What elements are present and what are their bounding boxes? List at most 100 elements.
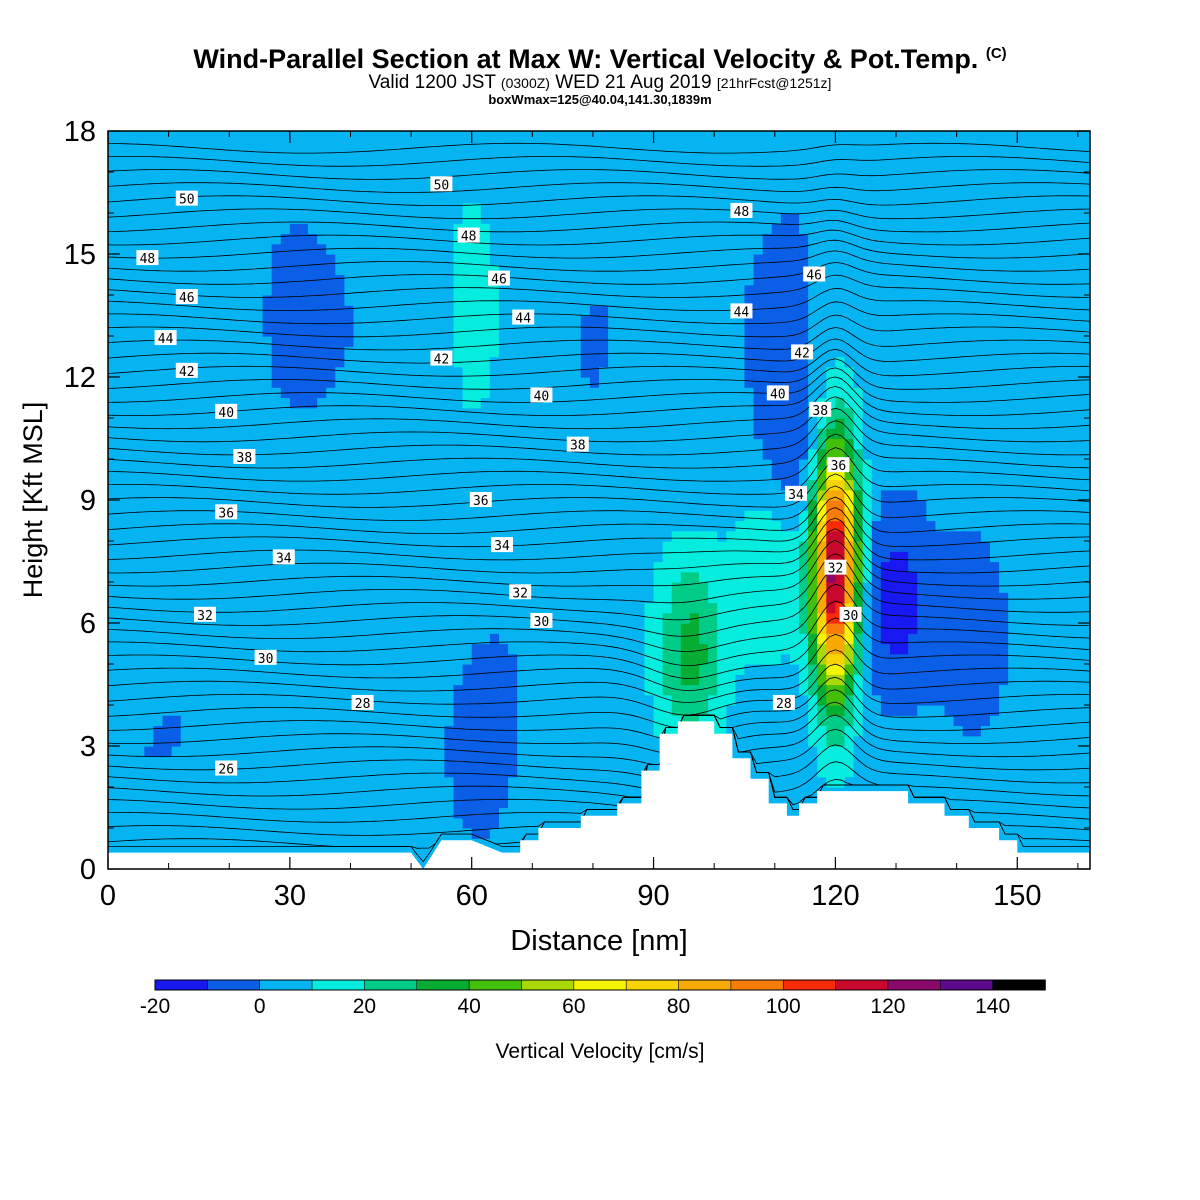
w-cell [699, 243, 709, 255]
w-cell [208, 787, 218, 798]
w-cell [599, 305, 609, 317]
w-cell [144, 438, 155, 450]
w-cell [317, 602, 327, 614]
w-cell [208, 407, 218, 419]
w-cell [362, 592, 373, 604]
w-cell [326, 305, 336, 317]
w-cell [389, 715, 400, 727]
w-cell [498, 418, 509, 429]
w-cell [162, 787, 173, 798]
w-cell [726, 325, 736, 337]
w-cell [498, 582, 509, 593]
w-cell [335, 356, 345, 368]
w-cell [180, 694, 191, 706]
w-cell [426, 407, 436, 419]
w-cell [489, 325, 500, 337]
w-cell [126, 182, 136, 194]
w-cell [426, 233, 436, 245]
w-cell [144, 541, 155, 552]
w-cell [398, 653, 409, 665]
w-cell [253, 448, 264, 460]
w-cell [489, 284, 500, 296]
w-cell [289, 530, 300, 542]
w-cell [608, 725, 618, 737]
w-cell [253, 305, 264, 317]
w-cell [517, 223, 527, 235]
w-cell [553, 684, 564, 696]
w-cell [589, 746, 600, 757]
w-cell [126, 551, 136, 563]
w-cell [498, 182, 509, 194]
w-cell [689, 233, 700, 245]
w-cell [353, 448, 364, 460]
w-cell [480, 694, 491, 706]
w-cell [617, 561, 627, 573]
w-cell [226, 684, 236, 696]
w-cell [162, 459, 173, 470]
w-cell [680, 366, 691, 378]
w-cell [617, 315, 627, 327]
w-cell [108, 530, 118, 542]
w-cell [371, 746, 382, 757]
w-cell [417, 336, 427, 347]
w-cell [117, 233, 127, 245]
w-cell [244, 202, 255, 214]
w-cell [599, 418, 609, 429]
w-cell [371, 797, 382, 809]
w-cell [108, 705, 118, 716]
w-cell [308, 182, 318, 194]
w-cell [317, 469, 327, 481]
w-cell [489, 500, 500, 511]
w-cell [280, 623, 291, 634]
w-cell [662, 623, 673, 634]
w-cell [471, 756, 482, 768]
w-cell [235, 182, 245, 194]
w-cell [289, 817, 300, 829]
w-cell [498, 448, 509, 460]
w-cell [680, 428, 691, 440]
w-cell [371, 243, 382, 255]
w-cell [508, 438, 518, 450]
w-cell [562, 530, 573, 542]
w-cell [298, 817, 309, 829]
w-cell [435, 500, 446, 511]
w-cell [526, 172, 536, 183]
w-cell [317, 510, 327, 522]
w-cell [171, 489, 182, 501]
w-cell [135, 243, 145, 255]
w-cell [498, 817, 509, 829]
w-cell [189, 213, 200, 224]
w-cell [535, 366, 546, 378]
w-cell [544, 233, 555, 245]
w-cell [117, 346, 127, 358]
w-cell [162, 387, 173, 399]
w-cell [398, 664, 409, 675]
w-cell [735, 705, 746, 716]
w-cell [317, 479, 327, 491]
w-cell [544, 356, 555, 368]
w-cell [553, 161, 564, 173]
w-cell [289, 756, 300, 768]
w-cell [553, 500, 564, 511]
w-cell [171, 182, 182, 194]
w-cell [553, 315, 564, 327]
w-cell [344, 653, 355, 665]
w-cell [117, 305, 127, 317]
w-cell [708, 612, 718, 624]
w-cell [571, 161, 582, 173]
w-cell [389, 131, 400, 142]
w-cell [726, 223, 736, 235]
w-cell [289, 684, 300, 696]
w-cell [526, 295, 536, 306]
w-cell [353, 284, 364, 296]
w-cell [317, 151, 327, 163]
w-cell [671, 264, 682, 276]
w-cell [599, 520, 609, 532]
w-cell [180, 684, 191, 696]
w-cell [198, 141, 209, 153]
w-cell [208, 643, 218, 655]
w-cell [580, 295, 591, 306]
w-cell [471, 274, 482, 286]
w-cell [235, 438, 245, 450]
w-cell [362, 141, 373, 153]
